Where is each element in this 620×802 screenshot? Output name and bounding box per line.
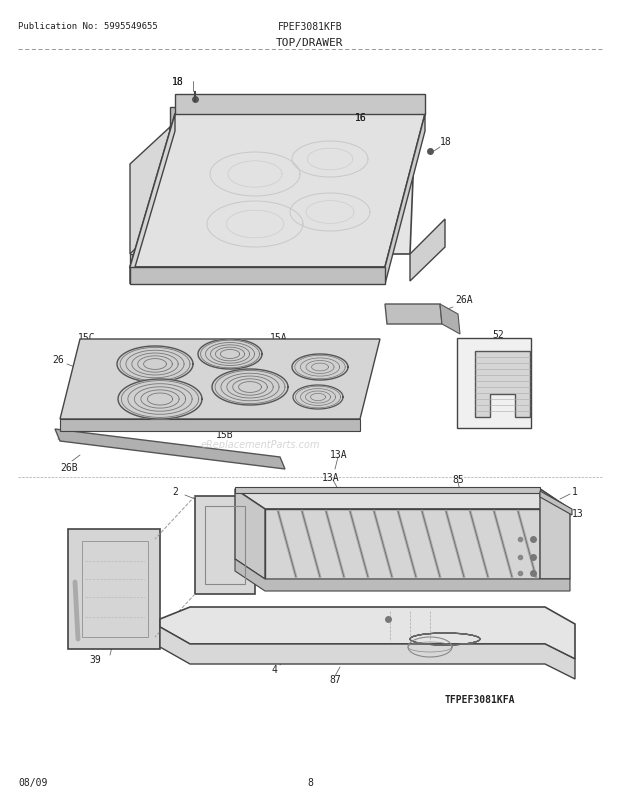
FancyBboxPatch shape [457,338,531,428]
Polygon shape [165,128,415,255]
Text: 39: 39 [89,654,101,664]
Polygon shape [130,268,385,285]
Text: 13: 13 [572,508,584,518]
Polygon shape [385,305,442,325]
Text: 15A: 15A [270,333,288,342]
Text: 26: 26 [348,392,360,403]
Polygon shape [130,128,170,255]
Polygon shape [440,305,460,334]
Polygon shape [170,107,415,128]
Polygon shape [212,370,288,406]
Text: 87: 87 [329,674,341,684]
Polygon shape [160,627,575,679]
Text: FPEF3081KFB: FPEF3081KFB [278,22,342,32]
Polygon shape [540,492,572,516]
Text: Publication No: 5995549655: Publication No: 5995549655 [18,22,157,31]
Text: 84: 84 [542,535,553,544]
Polygon shape [130,255,165,282]
Polygon shape [235,489,570,509]
Polygon shape [117,346,193,383]
Text: 8: 8 [307,777,313,787]
Text: 81: 81 [490,630,502,639]
Polygon shape [195,496,255,594]
Polygon shape [475,351,530,418]
Polygon shape [410,220,445,282]
Polygon shape [235,488,540,493]
Text: 1: 1 [572,486,578,496]
Text: 18: 18 [172,77,184,87]
Text: 13A: 13A [322,472,340,482]
Polygon shape [235,559,570,591]
Text: 15: 15 [348,357,360,367]
Polygon shape [198,339,262,370]
Text: 82: 82 [542,569,553,577]
Polygon shape [60,339,380,419]
Polygon shape [385,115,425,285]
Text: eReplacementParts.com: eReplacementParts.com [200,439,320,449]
Text: 26A: 26A [455,294,472,305]
Text: 26B: 26B [60,463,78,472]
Polygon shape [175,95,425,115]
Polygon shape [160,607,575,659]
Text: 18: 18 [440,137,452,147]
Text: 08/09: 08/09 [18,777,47,787]
Polygon shape [68,529,160,649]
Text: 15C: 15C [78,333,95,342]
Text: 52: 52 [492,330,504,339]
Text: TFPEF3081KFA: TFPEF3081KFA [445,695,515,704]
Text: 4: 4 [272,664,278,674]
Polygon shape [60,419,360,431]
Polygon shape [292,354,348,380]
Polygon shape [118,379,202,419]
Text: 13A: 13A [330,449,348,460]
Polygon shape [55,429,285,469]
Text: 18: 18 [172,77,184,87]
Text: 16: 16 [355,113,367,123]
Polygon shape [540,489,570,579]
Text: 86: 86 [358,612,370,622]
Text: TOP/DRAWER: TOP/DRAWER [277,38,343,48]
Polygon shape [235,489,265,579]
Text: 26: 26 [52,354,64,365]
Text: 15B: 15B [216,429,234,439]
Text: 16: 16 [355,113,367,123]
Polygon shape [130,115,425,268]
Polygon shape [293,386,343,410]
Text: 85: 85 [452,475,464,484]
Polygon shape [130,115,175,285]
Text: 83: 83 [542,553,553,561]
Text: 2: 2 [172,486,178,496]
Polygon shape [265,509,540,579]
